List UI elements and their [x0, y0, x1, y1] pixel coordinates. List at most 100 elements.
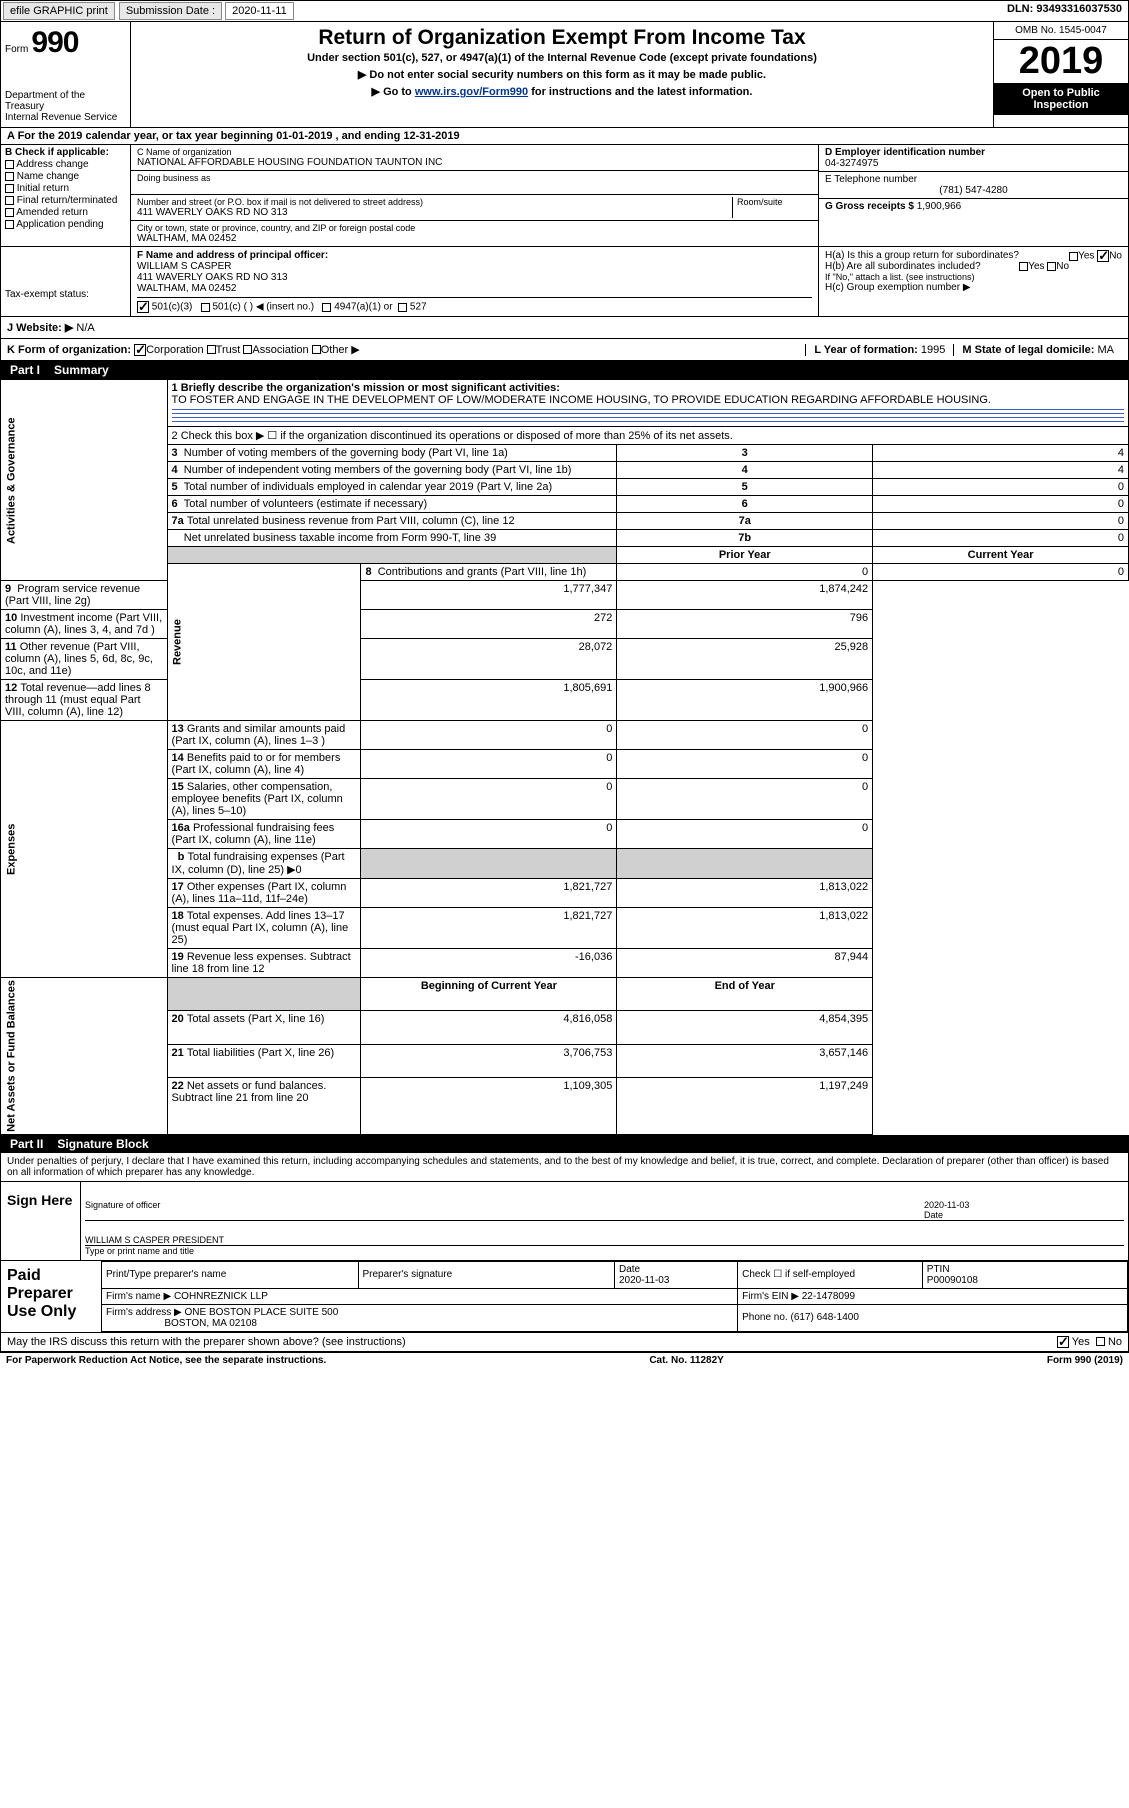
side-expenses: Expenses [1, 721, 168, 978]
part1-title: Summary [54, 363, 109, 377]
subtitle: Under section 501(c), 527, or 4947(a)(1)… [139, 52, 985, 64]
dln: DLN: 93493316037530 [1001, 1, 1128, 21]
dba-label: Doing business as [137, 173, 812, 183]
side-activities: Activities & Governance [1, 380, 168, 581]
city-label: City or town, state or province, country… [137, 223, 812, 233]
ha-line: H(a) Is this a group return for subordin… [825, 250, 1122, 261]
q1-cell: 1 Briefly describe the organization's mi… [167, 380, 1128, 427]
m-block: M State of legal domicile: MA [953, 344, 1122, 356]
hc-line: H(c) Group exemption number ▶ [825, 282, 1122, 293]
k-corp[interactable] [134, 344, 146, 356]
k-other[interactable] [312, 345, 321, 354]
tax-year: 2019 [994, 40, 1128, 83]
website-row: J Website: ▶ N/A [0, 317, 1129, 339]
k-assoc[interactable] [243, 345, 252, 354]
street: 411 WAVERLY OAKS RD NO 313 [137, 207, 732, 218]
k-label: K Form of organization: [7, 344, 131, 356]
row-ag-6: 6 Total number of volunteers (estimate i… [1, 496, 1129, 513]
discuss-no[interactable] [1096, 1337, 1105, 1346]
web-value: N/A [76, 322, 94, 334]
chk-527[interactable] [398, 303, 407, 312]
row-ag-5: 5 Total number of individuals employed i… [1, 479, 1129, 496]
goto-link[interactable]: www.irs.gov/Form990 [415, 86, 528, 98]
form-number: 990 [31, 26, 78, 59]
part2-num: Part II [10, 1137, 43, 1151]
paid-right: Print/Type preparer's name Preparer's si… [101, 1261, 1128, 1332]
footer-right: Form 990 (2019) [1047, 1355, 1123, 1366]
sign-right: Signature of officer 2020-11-03Date WILL… [81, 1182, 1128, 1260]
discuss-row: May the IRS discuss this return with the… [1, 1332, 1128, 1351]
discuss-text: May the IRS discuss this return with the… [7, 1336, 406, 1348]
chk-initial[interactable]: Initial return [5, 183, 126, 194]
title-center: Return of Organization Exempt From Incom… [131, 22, 993, 127]
f-cell: F Name and address of principal officer:… [131, 247, 818, 316]
row-ag-7b: Net unrelated business taxable income fr… [1, 530, 1129, 547]
hb-note: If "No," attach a list. (see instruction… [825, 272, 1122, 282]
i-tax-label: Tax-exempt status: [5, 289, 126, 300]
self-emp: Check ☐ if self-employed [738, 1261, 923, 1288]
side-revenue: Revenue [167, 564, 361, 721]
row-ag-3: 3 Number of voting members of the govern… [1, 445, 1129, 462]
dba-cell: Doing business as [131, 171, 818, 195]
chk-pending[interactable]: Application pending [5, 219, 126, 230]
h-cell: H(a) Is this a group return for subordin… [818, 247, 1128, 316]
discuss-yes[interactable] [1057, 1336, 1069, 1348]
footer-mid: Cat. No. 11282Y [649, 1355, 723, 1366]
open-public: Open to Public Inspection [994, 83, 1128, 115]
efile-badge: efile GRAPHIC print [3, 2, 115, 20]
part1-header: Part I Summary [0, 361, 1129, 379]
top-header: efile GRAPHIC print Submission Date : 20… [0, 0, 1129, 22]
org-name: NATIONAL AFFORDABLE HOUSING FOUNDATION T… [137, 157, 812, 168]
paid-label: Paid Preparer Use Only [1, 1261, 101, 1332]
l-block: L Year of formation: 1995 [805, 344, 953, 356]
prep-sig-lbl: Preparer's signature [358, 1261, 615, 1288]
period-row: A For the 2019 calendar year, or tax yea… [0, 128, 1129, 145]
section-bcd: B Check if applicable: Address change Na… [0, 145, 1129, 246]
submission-date-value: 2020-11-11 [225, 2, 294, 20]
dept-treasury: Department of the Treasury [5, 90, 126, 112]
sign-here: Sign Here [1, 1182, 81, 1260]
ha-no[interactable] [1097, 250, 1109, 262]
title-block: Form 990 Department of the Treasury Inte… [0, 22, 1129, 128]
hb-line: H(b) Are all subordinates included? Yes … [825, 261, 1122, 272]
chk-501c[interactable] [201, 303, 210, 312]
paid-grid: Print/Type preparer's name Preparer's si… [101, 1261, 1128, 1332]
row-ag-7a: 7a Total unrelated business revenue from… [1, 513, 1129, 530]
part2-header: Part II Signature Block [0, 1135, 1129, 1153]
officer-block: Tax-exempt status: F Name and address of… [0, 246, 1129, 317]
summary-table: Activities & Governance 1 Briefly descri… [0, 379, 1129, 1135]
form-prefix: Form [5, 44, 28, 55]
chk-501c3[interactable] [137, 301, 149, 313]
k-trust[interactable] [207, 345, 216, 354]
omb-number: OMB No. 1545-0047 [994, 22, 1128, 40]
chk-4947[interactable] [322, 303, 331, 312]
sig-name-lbl: Type or print name and title [85, 1245, 1124, 1256]
q2-cell: 2 Check this box ▶ ☐ if the organization… [167, 427, 1128, 445]
prep-name-lbl: Print/Type preparer's name [102, 1261, 359, 1288]
chk-address[interactable]: Address change [5, 159, 126, 170]
side-net: Net Assets or Fund Balances [1, 978, 168, 1135]
open-line2: Inspection [998, 99, 1124, 111]
footer: For Paperwork Reduction Act Notice, see … [0, 1352, 1129, 1368]
form-id-box: Form 990 Department of the Treasury Inte… [1, 22, 131, 127]
chk-name[interactable]: Name change [5, 171, 126, 182]
ein-label: D Employer identification number [825, 147, 1122, 158]
org-name-label: C Name of organization [137, 147, 812, 157]
sig-name: WILLIAM S CASPER PRESIDENT [85, 1235, 224, 1245]
hb-no[interactable] [1047, 262, 1056, 271]
f-name: WILLIAM S CASPER [137, 261, 812, 272]
main-title: Return of Organization Exempt From Incom… [139, 26, 985, 50]
org-name-cell: C Name of organization NATIONAL AFFORDAB… [131, 145, 818, 171]
b-label: B Check if applicable: [5, 147, 126, 158]
paid-preparer-row: Paid Preparer Use Only Print/Type prepar… [1, 1260, 1128, 1332]
gross-cell: G Gross receipts $ 1,900,966 [819, 199, 1128, 223]
ein-cell: D Employer identification number 04-3274… [819, 145, 1128, 172]
hb-yes[interactable] [1019, 262, 1028, 271]
q1-label: 1 Briefly describe the organization's mi… [172, 382, 560, 394]
chk-amended[interactable]: Amended return [5, 207, 126, 218]
chk-final[interactable]: Final return/terminated [5, 195, 126, 206]
gross: 1,900,966 [917, 201, 962, 212]
ha-yes[interactable] [1069, 252, 1078, 261]
sig-name-line: WILLIAM S CASPER PRESIDENT [85, 1221, 1124, 1245]
signature-block: Under penalties of perjury, I declare th… [0, 1153, 1129, 1352]
